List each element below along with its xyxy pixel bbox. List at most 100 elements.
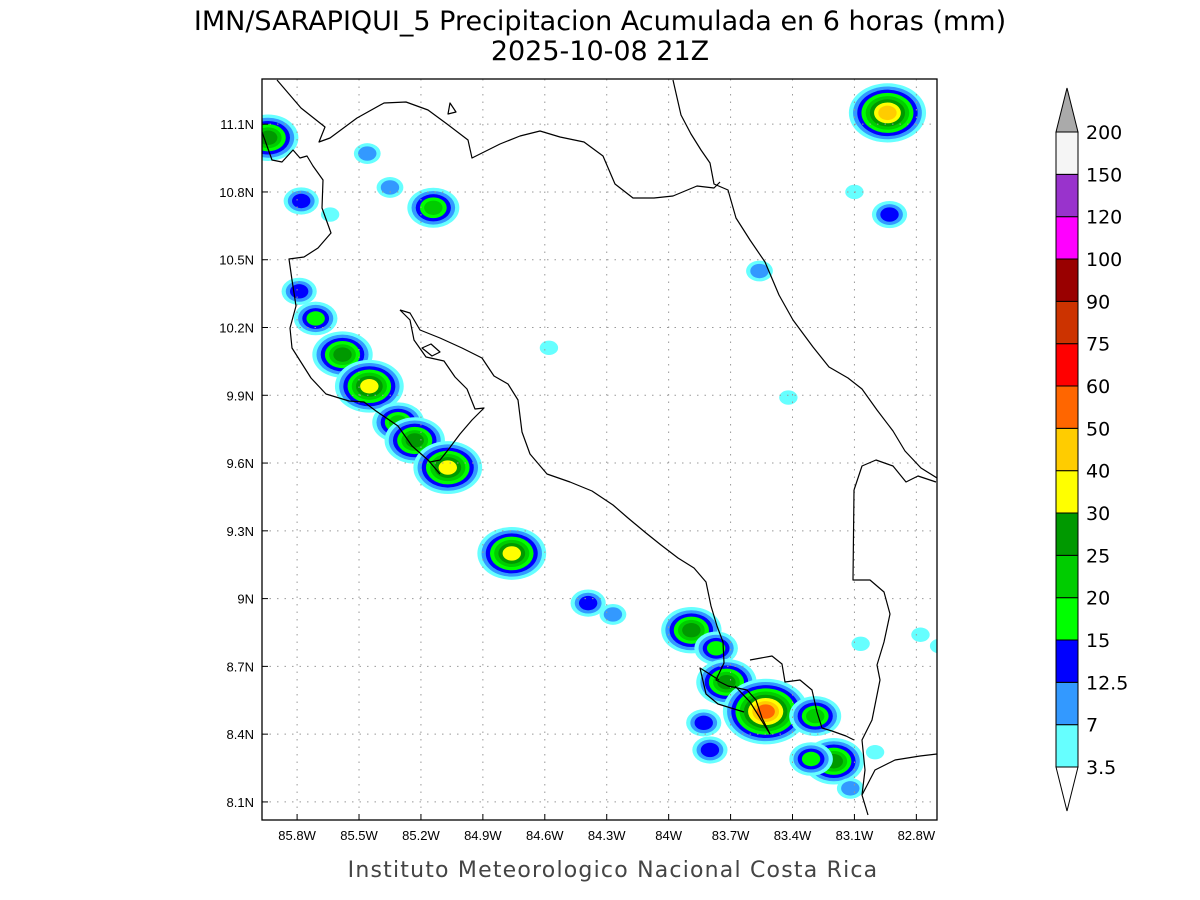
lon-tick-label: 82.8W xyxy=(898,828,936,843)
longitude-tick-labels: 85.8W 85.5W 85.2W 84.9W 84.6W 84.3W 84W 83.7W 83… xyxy=(278,814,936,843)
lon-tick-label: 84W xyxy=(655,828,682,843)
lat-tick-label: 9.3N xyxy=(227,524,254,539)
colorbar-level-label: 25 xyxy=(1086,545,1110,567)
rain-contour xyxy=(865,745,885,760)
colorbar-level-label: 15 xyxy=(1086,630,1110,652)
panama-pacific-coast xyxy=(861,753,937,796)
rain-cell xyxy=(283,187,319,215)
latitude-tick-labels: 11.1N 10.8N 10.5N 10.2N 9.9N 9.6N 9.3N 9N 8.7N 8.… xyxy=(219,117,268,810)
rain-cell xyxy=(929,639,937,654)
nicaragua-border xyxy=(276,79,721,199)
rain-cell xyxy=(848,83,927,143)
lat-tick-label: 11.1N xyxy=(220,117,254,132)
rain-contour xyxy=(706,641,726,656)
map-subtitle: 2025-10-08 21Z xyxy=(491,36,709,67)
rain-cell xyxy=(477,527,547,580)
rain-contour xyxy=(929,639,937,654)
osa-peninsula xyxy=(749,655,855,741)
colorbar-swatch xyxy=(1055,554,1079,599)
rain-contour xyxy=(424,200,443,215)
lat-tick-label: 10.5N xyxy=(219,253,254,268)
rain-contour xyxy=(358,146,377,161)
rain-cell xyxy=(353,143,381,164)
panama-border-south xyxy=(852,489,891,816)
lon-tick-label: 84.6W xyxy=(526,828,564,843)
rain-contour xyxy=(380,180,400,195)
border-inner-ridge xyxy=(699,667,745,713)
lat-tick-label: 9N xyxy=(237,592,254,607)
rain-contour xyxy=(333,347,352,362)
colorbar-level-label: 90 xyxy=(1086,291,1110,313)
rain-cell xyxy=(407,187,460,228)
rain-contour xyxy=(779,390,798,405)
colorbar-swatch xyxy=(1055,639,1079,683)
rain-contour xyxy=(578,595,598,611)
colorbar-bottom-arrow xyxy=(1055,766,1079,812)
rain-contour xyxy=(320,207,340,222)
rain-cell xyxy=(836,777,864,799)
lat-tick-label: 8.1N xyxy=(227,795,254,810)
colorbar-top-arrow xyxy=(1055,87,1079,133)
rain-contour xyxy=(878,105,897,121)
rain-cell xyxy=(413,441,483,494)
colorbar-level-label: 200 xyxy=(1086,122,1122,144)
rain-contour xyxy=(801,751,821,767)
colorbar-swatch xyxy=(1055,173,1079,218)
map-frame xyxy=(261,78,938,821)
rain-contour xyxy=(700,742,720,758)
colorbar-swatch xyxy=(1055,216,1079,260)
rain-cell xyxy=(851,636,870,651)
rain-contour xyxy=(360,379,379,394)
lon-tick-label: 83.7W xyxy=(712,828,750,843)
rain-cell xyxy=(376,177,404,198)
rain-contour xyxy=(682,623,701,638)
lon-tick-label: 83.1W xyxy=(836,828,874,843)
colorbar-level-label: 75 xyxy=(1086,334,1110,356)
pacific-coast-central xyxy=(399,309,771,735)
lon-tick-label: 83.4W xyxy=(774,828,812,843)
map-title: IMN/SARAPIQUI_5 Precipitacion Acumulada … xyxy=(194,6,1006,37)
colorbar-swatch xyxy=(1055,470,1079,514)
lat-tick-label: 10.8N xyxy=(219,185,254,200)
pacific-coast-north xyxy=(262,131,441,475)
rain-cell xyxy=(692,736,728,764)
rain-contour xyxy=(841,781,860,796)
island-nicoya xyxy=(421,343,441,357)
rain-cell xyxy=(570,589,606,617)
colorbar-level-label: 12.5 xyxy=(1086,672,1128,694)
lon-tick-label: 84.3W xyxy=(588,828,626,843)
rain-cell xyxy=(320,207,340,222)
gulf-of-nicoya xyxy=(399,309,485,463)
colorbar-level-label: 7 xyxy=(1086,715,1098,737)
rain-contour xyxy=(694,715,713,731)
rain-cell xyxy=(281,277,317,305)
rain-cell xyxy=(789,742,833,776)
rain-cell xyxy=(686,709,722,737)
island-north xyxy=(447,102,457,115)
coastlines-and-borders xyxy=(262,79,937,816)
lon-tick-label: 85.5W xyxy=(340,828,378,843)
lon-tick-label: 85.8W xyxy=(278,828,316,843)
colorbar-level-label: 50 xyxy=(1086,418,1110,440)
colorbar-level-label: 150 xyxy=(1086,164,1122,186)
rain-cell xyxy=(293,301,338,336)
panama-border xyxy=(853,459,937,491)
lon-tick-label: 84.9W xyxy=(464,828,502,843)
rain-contour xyxy=(851,636,870,651)
colorbar-level-label: 100 xyxy=(1086,249,1122,271)
rain-cell xyxy=(539,340,559,356)
osa-peninsula-inner xyxy=(734,685,771,735)
graticule xyxy=(262,79,937,820)
colorbar-swatch xyxy=(1055,385,1079,429)
rain-contour xyxy=(539,340,559,356)
rain-cell xyxy=(599,604,627,625)
rain-contour xyxy=(502,546,521,561)
lat-tick-label: 9.9N xyxy=(227,388,254,403)
rain-contour xyxy=(438,460,457,475)
rain-contour xyxy=(911,627,930,642)
colorbar-swatch xyxy=(1055,300,1079,345)
colorbar-level-label: 30 xyxy=(1086,503,1110,525)
colorbar-swatch xyxy=(1055,427,1079,472)
colorbar-swatch xyxy=(1055,343,1079,387)
colorbar-level-label: 40 xyxy=(1086,461,1110,483)
